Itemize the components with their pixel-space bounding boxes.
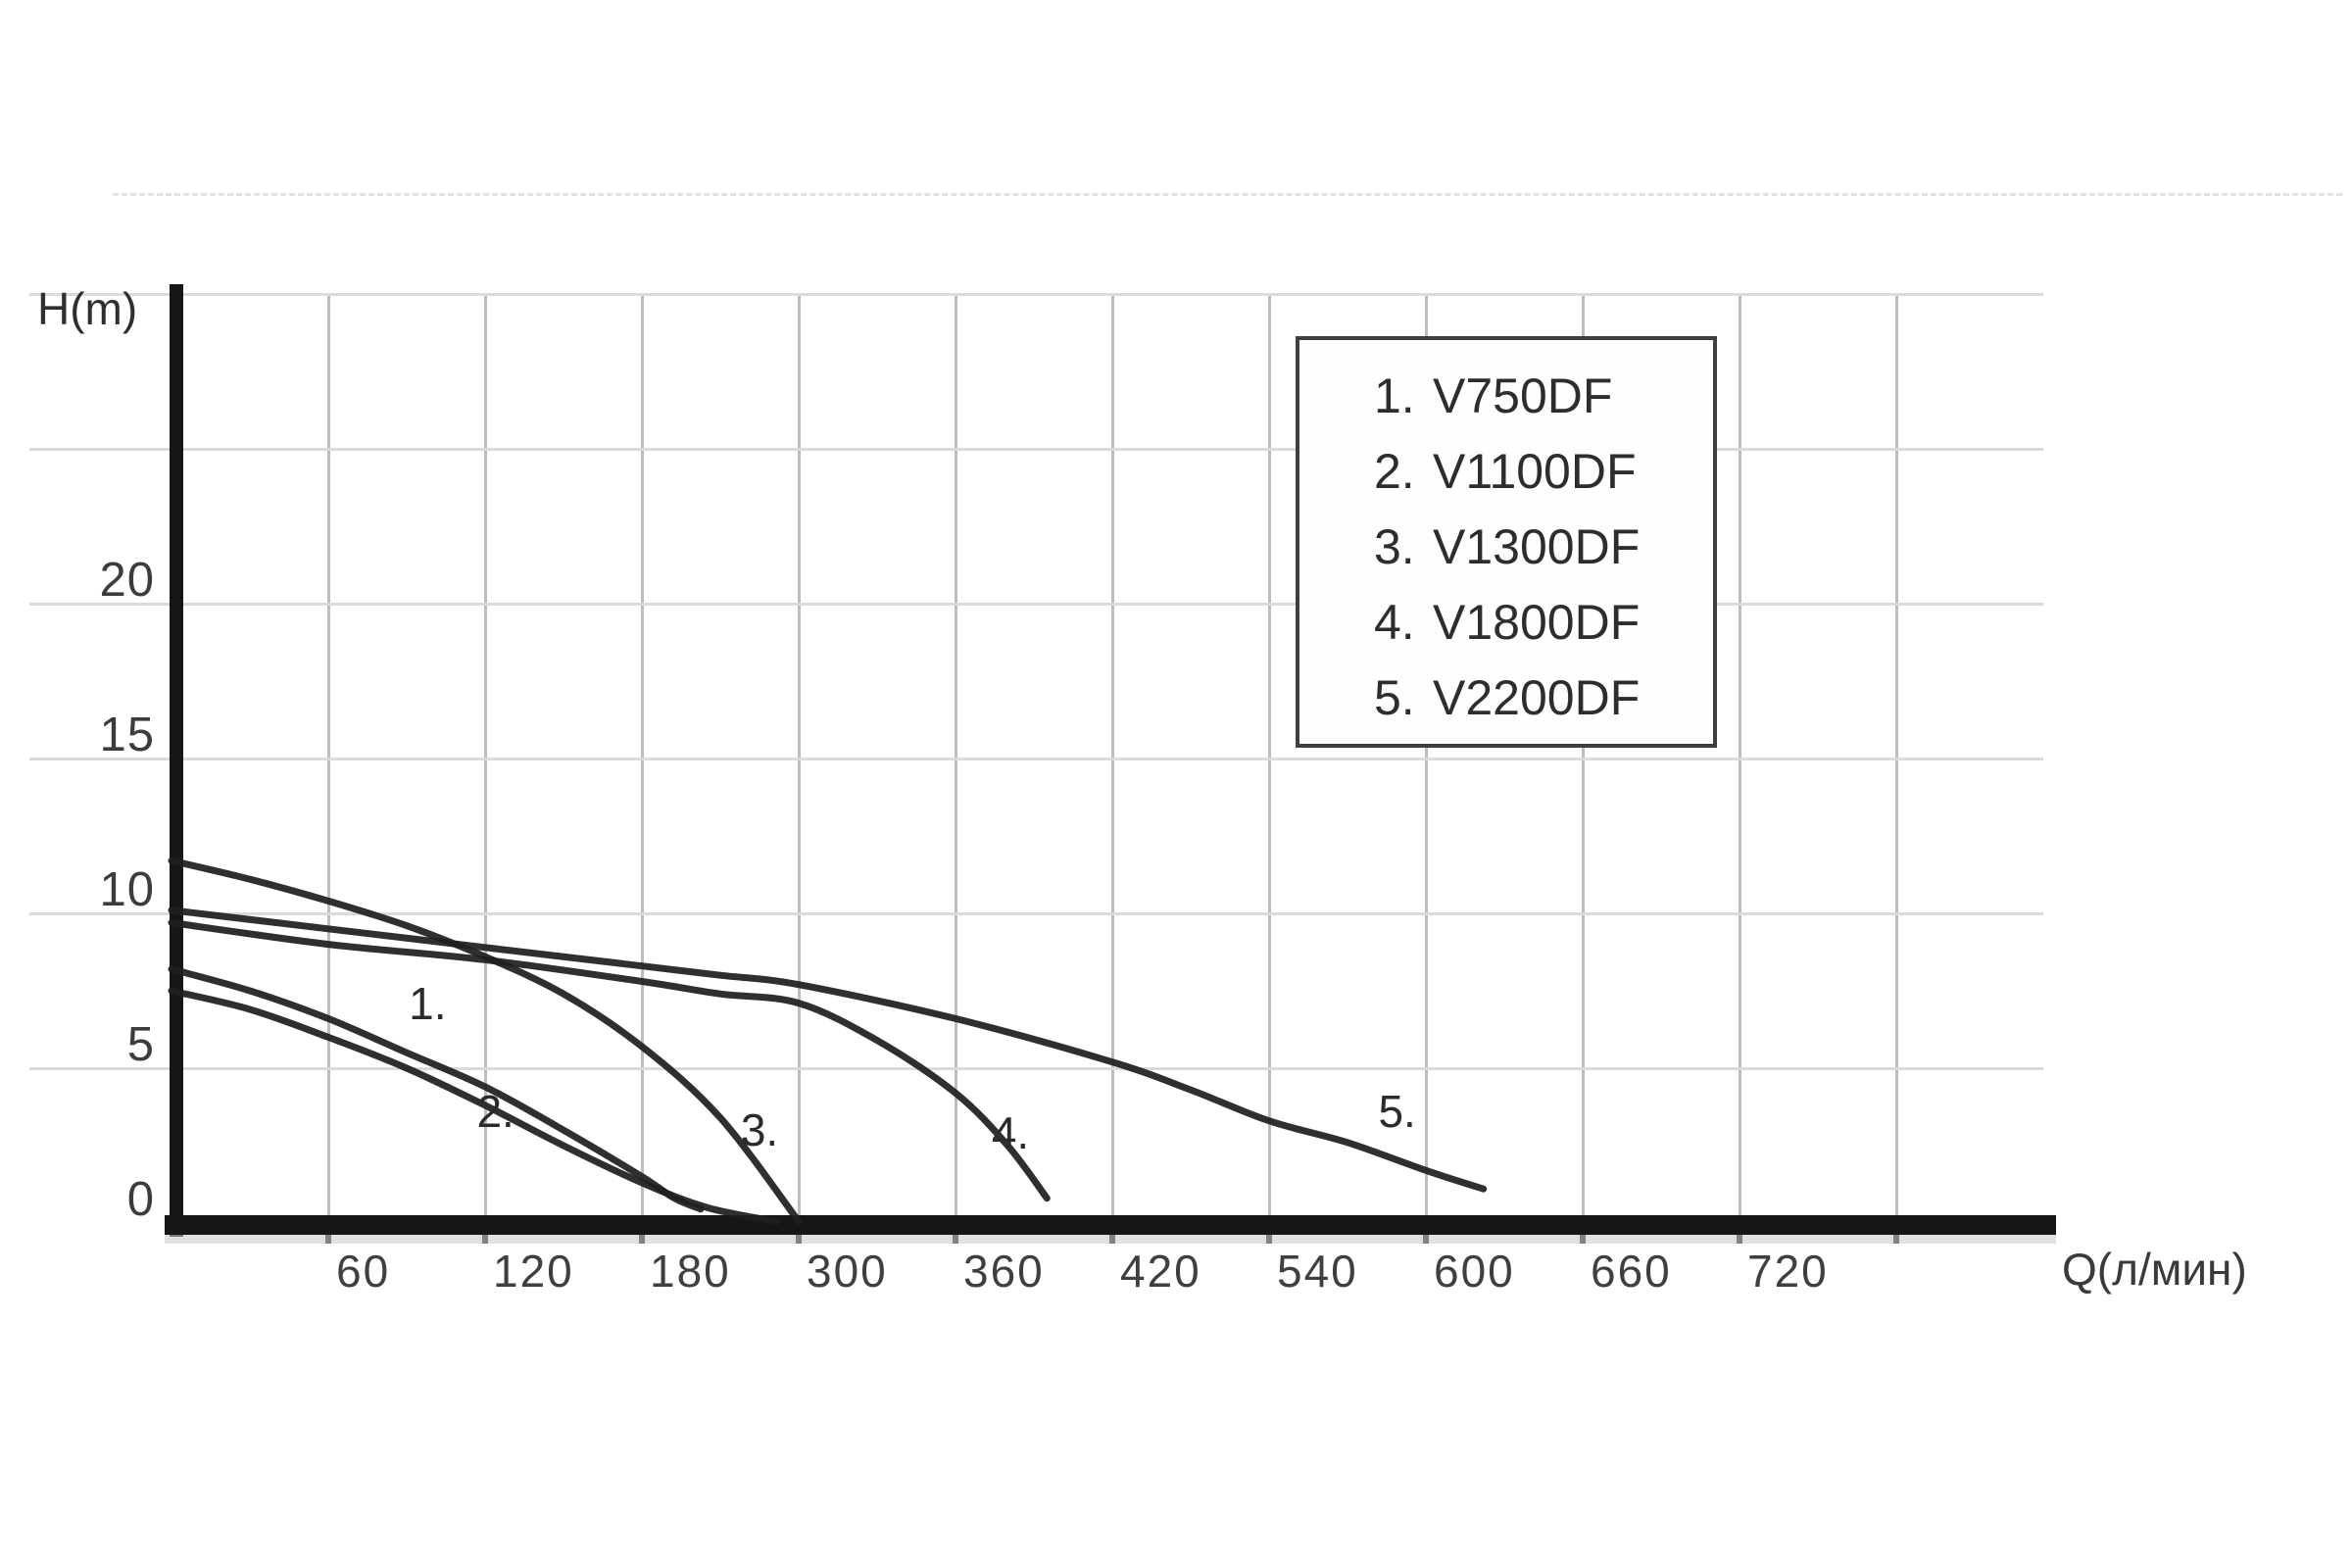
x-tick-label: 120 — [493, 1246, 574, 1297]
y-tick-label: 10 — [99, 863, 155, 916]
horizontal-gridline — [29, 1067, 2043, 1070]
y-tick-label: 0 — [126, 1173, 155, 1226]
x-tick-label: 720 — [1747, 1246, 1829, 1297]
legend-item-model: V1800DF — [1433, 595, 1641, 650]
x-axis-title: Q(л/мин) — [2062, 1244, 2247, 1295]
y-axis-title: H(m) — [37, 283, 138, 334]
vertical-gridline — [1895, 296, 1898, 1215]
horizontal-gridline — [29, 293, 2043, 296]
legend-item-v1100df: 2. V1100DF — [1374, 443, 1713, 518]
pump-curve-v1300df — [168, 857, 803, 1225]
x-tick-label: 180 — [650, 1246, 731, 1297]
y-tick-label: 5 — [126, 1018, 155, 1071]
legend-item-number: 2. — [1374, 444, 1415, 499]
legend-item-model: V2200DF — [1433, 670, 1641, 725]
x-tick-label: 60 — [336, 1246, 391, 1297]
vertical-gridline — [955, 296, 957, 1215]
vertical-gridline — [1582, 296, 1585, 1215]
vertical-gridline — [641, 296, 644, 1215]
y-tick-label: 15 — [99, 709, 155, 761]
x-tick-label: 420 — [1120, 1246, 1201, 1297]
legend-item-model: V750DF — [1433, 368, 1613, 423]
x-tick-label: 300 — [807, 1246, 888, 1297]
vertical-gridline — [1739, 296, 1741, 1215]
x-tick-label: 600 — [1434, 1246, 1515, 1297]
curve-number-label: 2. — [476, 1086, 514, 1138]
legend-item-model: V1100DF — [1433, 444, 1637, 499]
x-tick-label: 660 — [1591, 1246, 1672, 1297]
pump-curve-v2200df — [168, 906, 1488, 1193]
vertical-gridline — [327, 296, 330, 1215]
legend-item-number: 5. — [1374, 670, 1415, 725]
legend-box: 1. V750DF 2. V1100DF 3. V1300DF 4. V1800DF 5. V22… — [1296, 336, 1717, 748]
curve-number-label: 5. — [1378, 1086, 1416, 1138]
legend-item-v2200df: 5. V2200DF — [1374, 669, 1713, 745]
x-tick-label: 540 — [1277, 1246, 1358, 1297]
vertical-gridline — [484, 296, 487, 1215]
pump-curve-v1800df — [168, 919, 1051, 1202]
horizontal-gridline — [29, 912, 2043, 915]
legend-item-v750df: 1. V750DF — [1374, 368, 1713, 443]
y-axis-line — [170, 284, 183, 1237]
horizontal-gridline — [29, 603, 2043, 606]
grid-top-border-line — [113, 193, 2342, 196]
curve-number-label: 1. — [409, 977, 447, 1029]
curve-number-label: 3. — [740, 1104, 779, 1156]
vertical-gridline — [1111, 296, 1114, 1215]
horizontal-gridline — [29, 448, 2043, 451]
legend-item-number: 4. — [1374, 595, 1415, 650]
horizontal-gridline — [29, 758, 2043, 760]
x-tick-label: 360 — [963, 1246, 1045, 1297]
vertical-gridline — [1425, 296, 1428, 1215]
legend-item-v1300df: 3. V1300DF — [1374, 518, 1713, 594]
vertical-gridline — [798, 296, 801, 1215]
legend-item-model: V1300DF — [1433, 519, 1641, 574]
pump-curve-v1100df — [168, 987, 780, 1225]
legend-item-number: 3. — [1374, 519, 1415, 574]
legend-item-number: 1. — [1374, 368, 1415, 423]
x-axis-scan-shadow — [165, 1235, 2056, 1244]
vertical-gridline — [1268, 296, 1271, 1215]
legend-item-v1800df: 4. V1800DF — [1374, 594, 1713, 669]
y-tick-label: 20 — [99, 554, 155, 607]
curve-number-label: 4. — [991, 1107, 1030, 1159]
x-axis-line — [165, 1215, 2056, 1235]
